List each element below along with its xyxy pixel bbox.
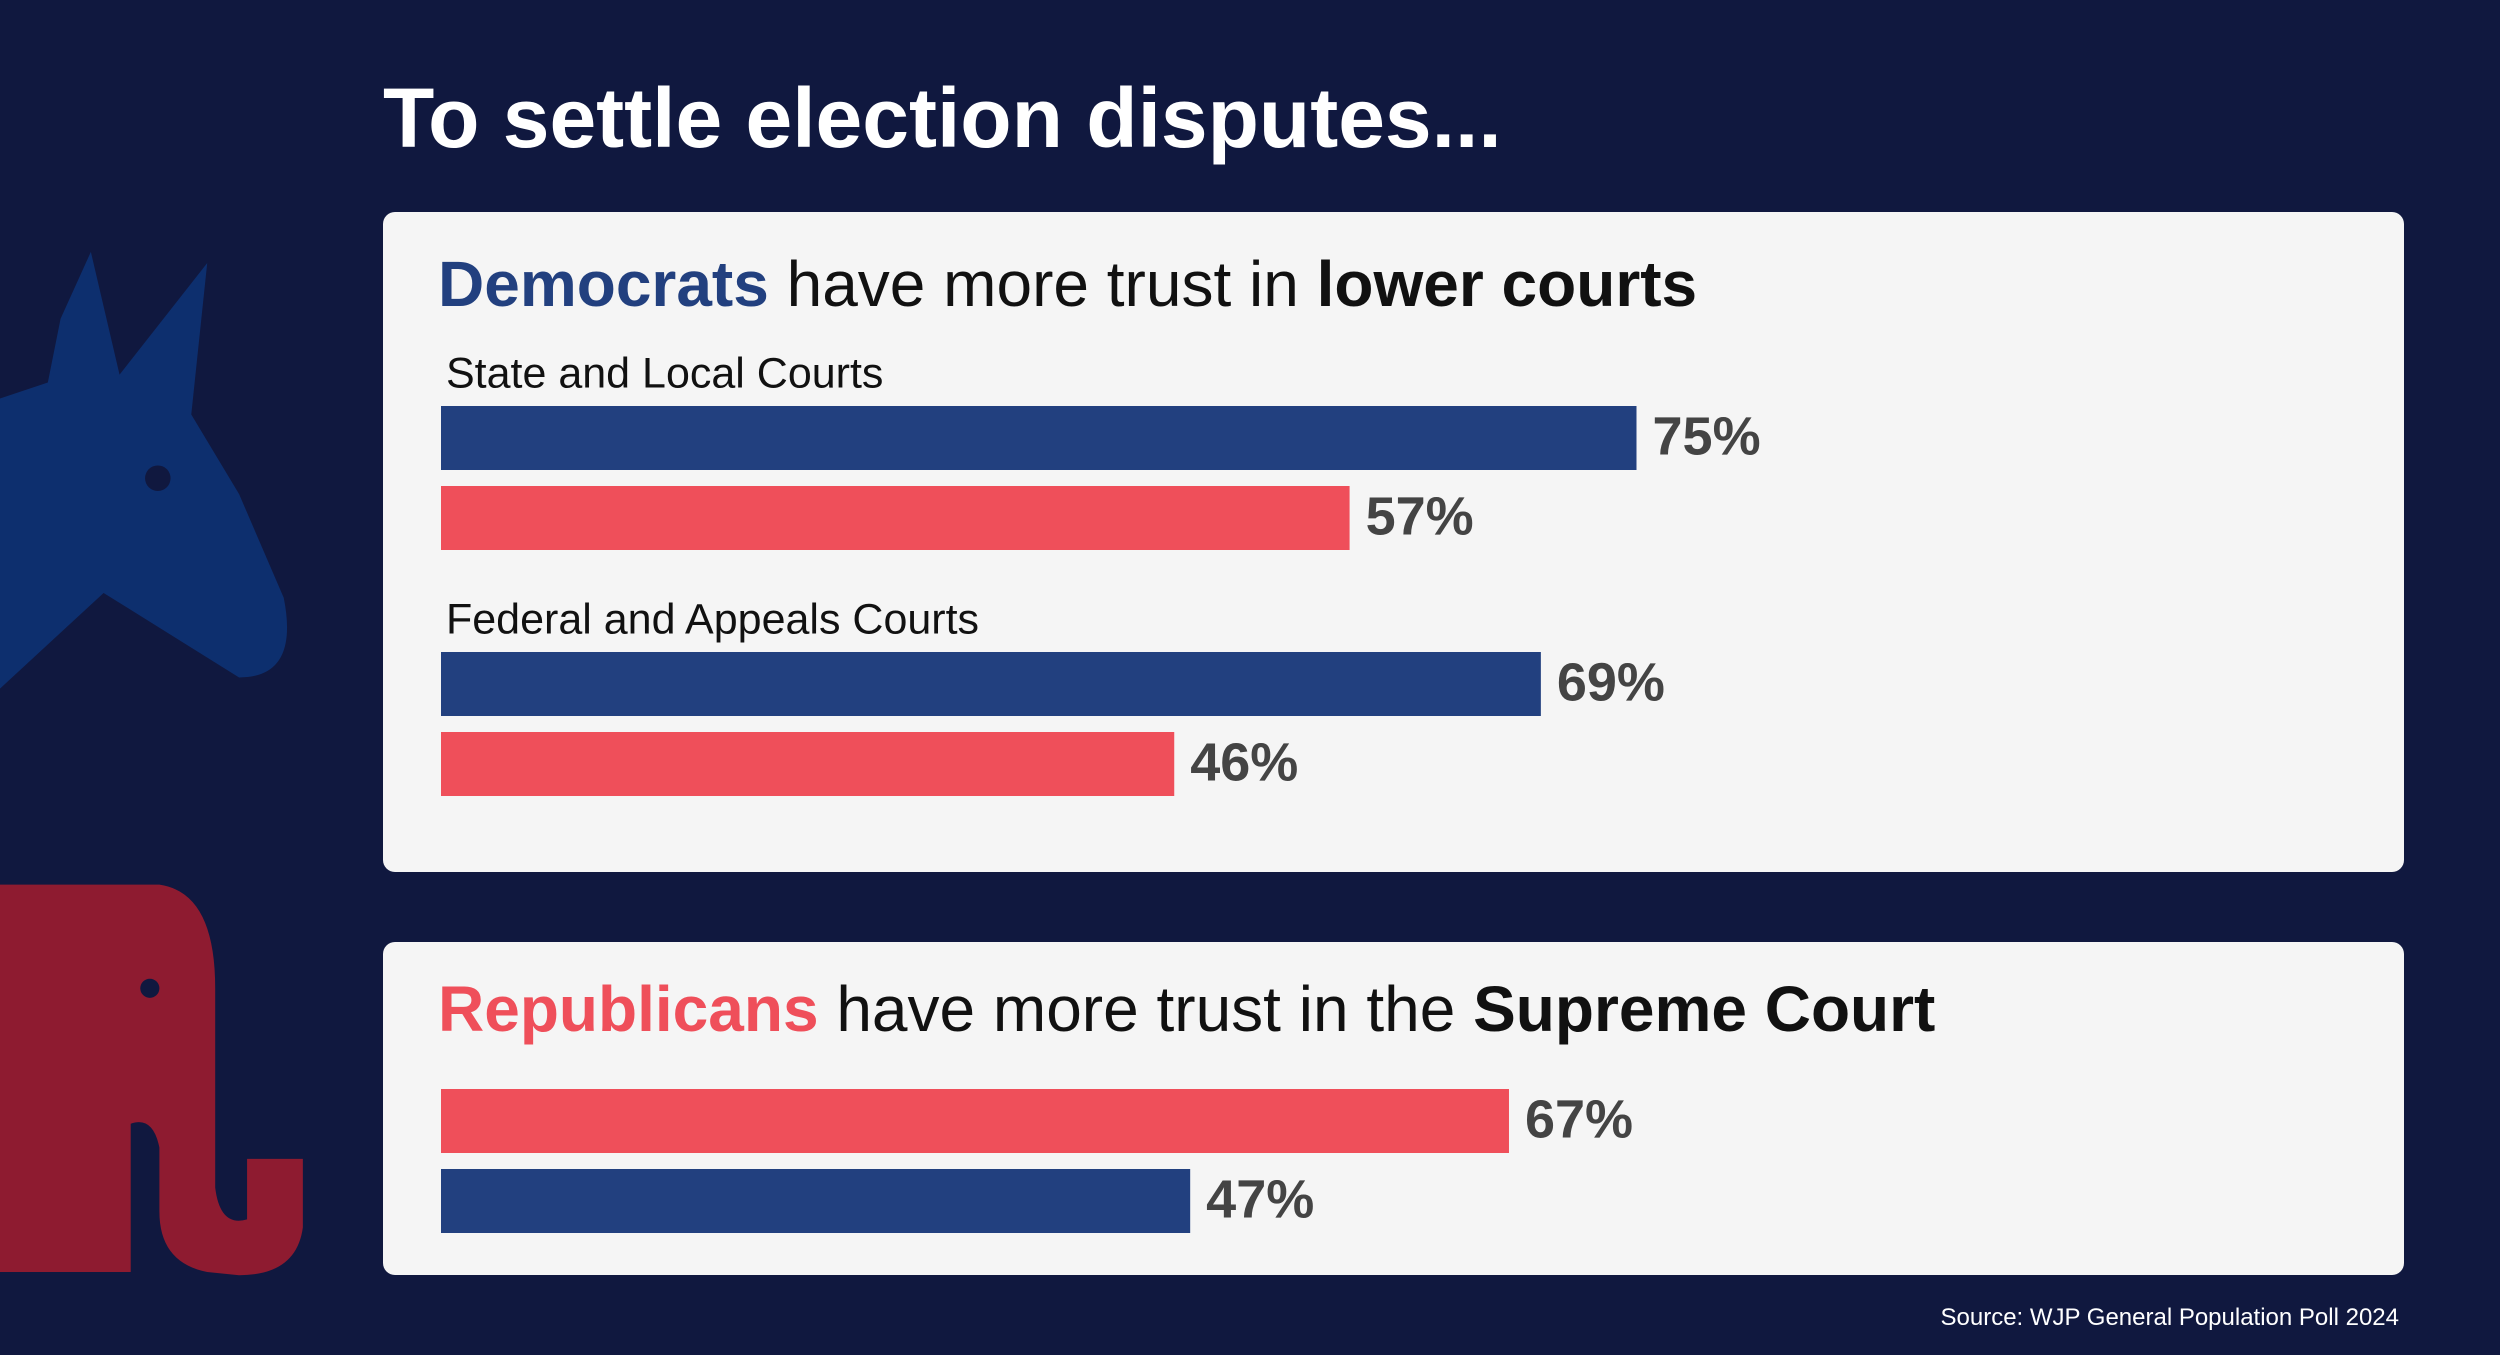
elephant-icon: [0, 884, 303, 1276]
donkey-eye: [145, 465, 171, 491]
panels: State and Local Courts 75% 57% Federal and …: [383, 212, 2404, 1275]
elephant-eye: [140, 978, 160, 998]
chart-panel: 67% 47%: [383, 942, 2404, 1275]
category-label: Federal and Appeals Courts: [446, 595, 979, 643]
category-label: State and Local Courts: [446, 349, 883, 397]
panel-title-party: Republicans: [438, 973, 819, 1045]
panel-title-text: have more trust in: [787, 248, 1299, 320]
value-label: 69%: [1557, 652, 1665, 712]
panel-title-emphasis: Supreme Court: [1473, 973, 1935, 1045]
bar: [441, 652, 1541, 716]
value-label: 75%: [1653, 406, 1761, 466]
panel-title-text: have more trust in the: [836, 973, 1455, 1045]
chart-panel: State and Local Courts 75% 57% Federal and …: [383, 212, 2404, 872]
panel-title-party: Democrats: [438, 248, 769, 320]
bar: [441, 406, 1637, 470]
bar: [441, 1089, 1509, 1153]
main-title: To settle election disputes...: [383, 71, 1502, 165]
bar: [441, 1169, 1191, 1233]
value-label: 46%: [1190, 732, 1298, 792]
donkey-icon: [0, 251, 288, 689]
panel-title-emphasis: lower courts: [1317, 248, 1698, 320]
value-label: 57%: [1366, 486, 1474, 546]
panel-title: Republicans have more trust in the Supre…: [438, 973, 1935, 1045]
panel-title: Democrats have more trust in lower court…: [438, 248, 1697, 320]
bar: [441, 486, 1350, 550]
source-note: Source: WJP General Population Poll 2024: [1941, 1304, 2400, 1331]
party-icons: [0, 251, 303, 1276]
bar: [441, 732, 1175, 796]
value-label: 67%: [1525, 1089, 1633, 1149]
value-label: 47%: [1206, 1169, 1314, 1229]
